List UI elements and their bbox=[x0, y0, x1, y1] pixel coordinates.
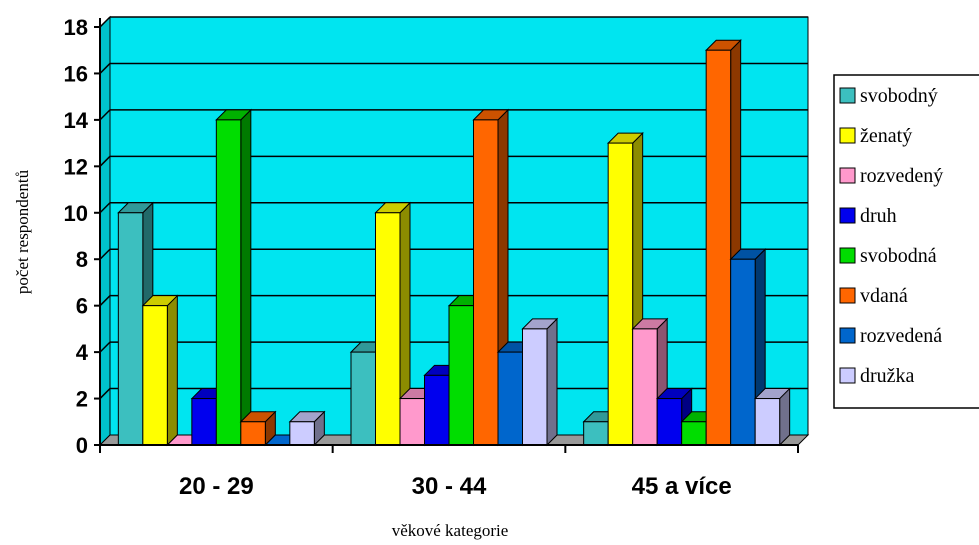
legend-item: rozvedená bbox=[839, 325, 942, 347]
bar bbox=[141, 294, 179, 447]
bar-front bbox=[705, 49, 732, 446]
x-tick-label: 30 - 44 bbox=[412, 473, 487, 500]
legend-box bbox=[833, 74, 979, 409]
legend-label: rozvedený bbox=[860, 165, 943, 187]
gridline-side bbox=[99, 16, 111, 28]
bar-front bbox=[583, 421, 609, 446]
gridline-side bbox=[99, 155, 111, 167]
legend-label: ženatý bbox=[860, 125, 912, 147]
side-wall bbox=[99, 15, 111, 447]
y-tick-label: 2 bbox=[76, 387, 88, 412]
legend-label: družka bbox=[860, 365, 915, 387]
gridline-side bbox=[99, 388, 111, 400]
legend-item: svobodný bbox=[839, 85, 938, 107]
gridline-side bbox=[99, 248, 111, 260]
y-tick-label: 10 bbox=[64, 201, 88, 226]
legend-label: druh bbox=[860, 205, 897, 227]
y-tick-label: 18 bbox=[64, 15, 88, 40]
legend-swatch bbox=[839, 207, 856, 224]
bar-front bbox=[375, 212, 401, 446]
legend-item: druh bbox=[839, 205, 897, 227]
gridline-side bbox=[99, 295, 111, 307]
bar-front bbox=[191, 398, 217, 446]
x-tick-labels: 20 - 29 30 - 44 45 a více bbox=[179, 473, 732, 500]
y-tick-labels: 0 2 4 6 8 10 12 14 16 18 bbox=[64, 15, 89, 458]
legend-swatch bbox=[839, 247, 856, 264]
bar bbox=[521, 317, 559, 447]
y-tick-label: 0 bbox=[76, 433, 88, 458]
x-tick-label: 45 a více bbox=[632, 473, 732, 500]
y-tick-label: 14 bbox=[64, 108, 89, 133]
y-tick-label: 16 bbox=[64, 61, 88, 86]
bar bbox=[215, 108, 253, 447]
bar-front bbox=[215, 119, 242, 446]
bar-front bbox=[656, 398, 683, 446]
bar-front bbox=[522, 328, 548, 446]
bar-front bbox=[350, 351, 376, 446]
legend-item: rozvedený bbox=[839, 165, 943, 187]
bar-front bbox=[240, 421, 266, 446]
bar bbox=[631, 317, 669, 447]
gridline-side bbox=[99, 109, 111, 121]
legend-swatch bbox=[839, 287, 856, 304]
bar bbox=[239, 410, 277, 447]
legend: svobodný ženatý rozvedený druh svobodná vdaná… bbox=[833, 74, 979, 409]
y-tick-label: 6 bbox=[76, 294, 88, 319]
gridline-side bbox=[99, 341, 111, 353]
gridline-side bbox=[99, 202, 111, 214]
legend-label: vdaná bbox=[860, 285, 908, 307]
y-tick-label: 12 bbox=[64, 154, 88, 179]
x-tick-label: 20 - 29 bbox=[179, 473, 254, 500]
axes bbox=[94, 18, 799, 453]
bar bbox=[288, 410, 326, 447]
bar-front bbox=[117, 212, 144, 446]
bars bbox=[117, 39, 791, 447]
bar-side bbox=[240, 108, 252, 447]
y-tick-label: 8 bbox=[76, 247, 88, 272]
bar bbox=[753, 387, 791, 447]
legend-swatch bbox=[839, 127, 856, 144]
legend-label: rozvedená bbox=[860, 325, 942, 347]
legend-swatch bbox=[839, 167, 856, 184]
bar-front bbox=[142, 305, 168, 446]
legend-item: vdaná bbox=[839, 285, 908, 307]
gridline-side bbox=[99, 62, 111, 74]
bar-front bbox=[754, 398, 781, 446]
legend-item: ženatý bbox=[839, 125, 912, 147]
bar bbox=[374, 201, 412, 447]
bar-front bbox=[448, 305, 474, 446]
bar-front bbox=[473, 119, 499, 446]
y-axis-title: počet respondentů bbox=[13, 169, 32, 294]
bar-front bbox=[424, 374, 450, 446]
bar-side bbox=[166, 294, 178, 447]
bar-side bbox=[546, 317, 558, 447]
legend-swatch bbox=[839, 327, 856, 344]
bar-front bbox=[607, 142, 634, 446]
legend-item: družka bbox=[839, 365, 915, 387]
bar-front bbox=[730, 258, 756, 446]
bar-front bbox=[497, 351, 523, 446]
bar-front bbox=[632, 328, 658, 446]
legend-swatch bbox=[839, 367, 856, 384]
legend-swatch bbox=[839, 87, 856, 104]
bar-front bbox=[399, 398, 425, 446]
bar-front bbox=[289, 421, 315, 446]
legend-label: svobodný bbox=[860, 85, 938, 107]
legend-label: svobodná bbox=[860, 245, 937, 267]
y-tick-label: 4 bbox=[76, 340, 89, 365]
bar-front bbox=[681, 421, 707, 446]
x-axis-title: věkové kategorie bbox=[392, 521, 509, 540]
legend-item: svobodná bbox=[839, 245, 937, 267]
